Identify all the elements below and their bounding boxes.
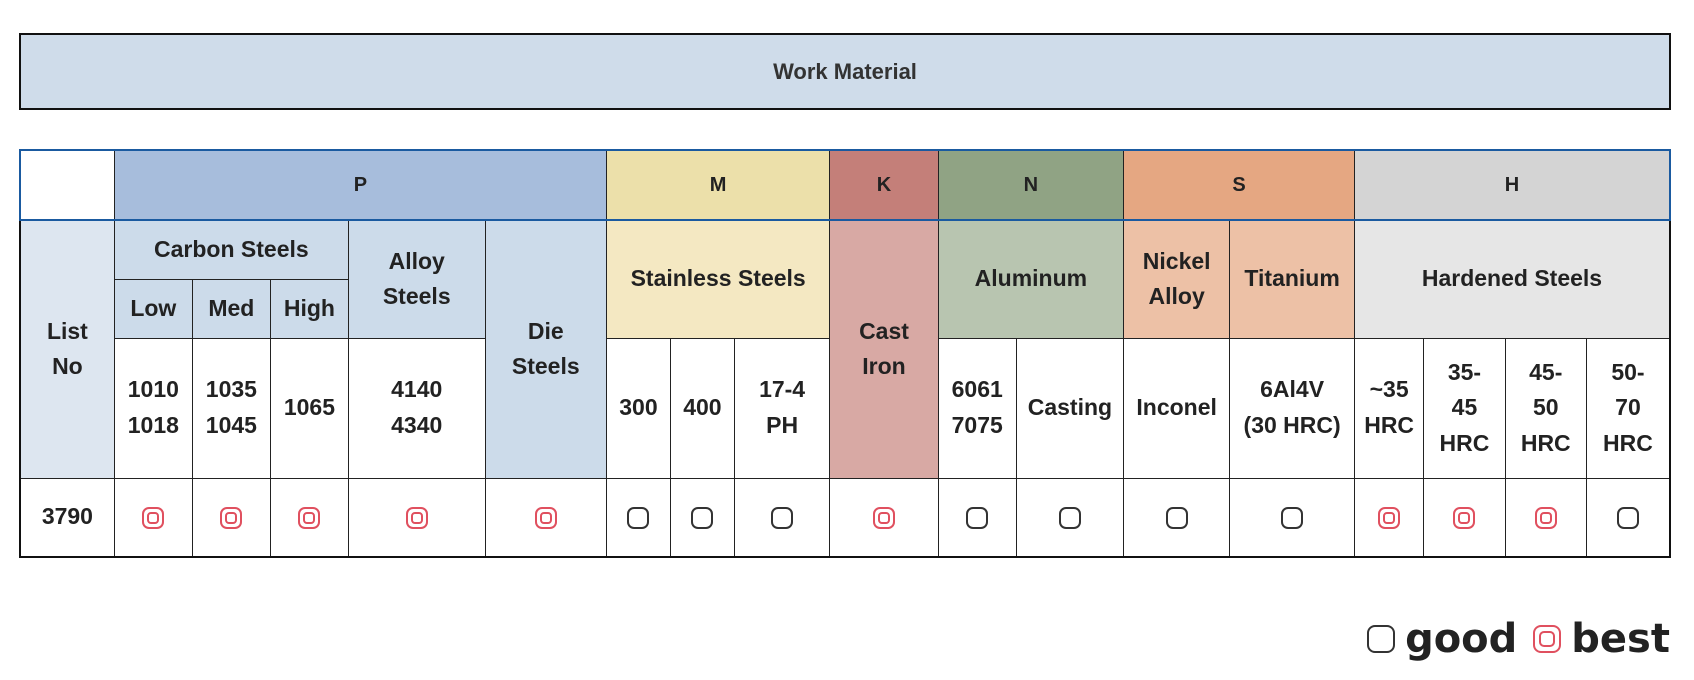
iso-group-p: P xyxy=(113,149,607,221)
legend-good-label: good xyxy=(1405,616,1518,662)
list-no-header: List No xyxy=(18,219,115,479)
grade-inconel: Inconel xyxy=(1123,337,1231,479)
med-header: Med xyxy=(191,278,271,339)
grade-ss400: 400 xyxy=(669,337,735,479)
die-steels-header: Die Steels xyxy=(484,219,607,479)
iso-group-n: N xyxy=(937,149,1125,221)
low-header: Low xyxy=(113,278,193,339)
good-rating-icon xyxy=(1165,507,1188,530)
stainless-steels-header: Stainless Steels xyxy=(605,219,831,339)
grade-titanium: 6Al4V (30 HRC) xyxy=(1229,337,1355,479)
grade-aluminum: 6061 7075 xyxy=(937,337,1017,479)
aluminum-header: Aluminum xyxy=(937,219,1125,339)
best-rating-icon xyxy=(1533,625,1562,653)
good-rating-icon xyxy=(1281,507,1304,530)
grade-h3545: 35- 45 HRC xyxy=(1423,337,1506,479)
work-material-title: Work Material xyxy=(19,33,1671,110)
table-row: 3790 xyxy=(18,477,1671,558)
best-rating-icon xyxy=(405,507,428,530)
grade-low: 1010 1018 xyxy=(113,337,193,479)
titanium-header: Titanium xyxy=(1229,219,1355,339)
good-rating-icon xyxy=(1616,507,1639,530)
iso-group-k: K xyxy=(829,149,939,221)
hardened-steels-header: Hardened Steels xyxy=(1353,219,1671,339)
iso-group-h: H xyxy=(1353,149,1671,221)
best-rating-icon xyxy=(1378,507,1401,530)
corner-cell xyxy=(18,149,115,221)
alloy-steels-header: Alloy Steels xyxy=(347,219,486,339)
good-rating-icon xyxy=(691,507,714,530)
good-rating-icon xyxy=(966,507,989,530)
nickel-alloy-header: Nickel Alloy xyxy=(1123,219,1231,339)
grade-ss300: 300 xyxy=(605,337,671,479)
good-rating-icon xyxy=(1058,507,1081,530)
best-rating-icon xyxy=(1453,507,1476,530)
good-rating-icon xyxy=(627,507,650,530)
grade-med: 1035 1045 xyxy=(191,337,271,479)
grade-h5070: 50- 70 HRC xyxy=(1585,337,1671,479)
grade-casting: Casting xyxy=(1015,337,1125,479)
list-no-value: 3790 xyxy=(18,477,115,558)
good-rating-icon xyxy=(1367,625,1396,653)
high-header: High xyxy=(269,278,349,339)
best-rating-icon xyxy=(1534,507,1557,530)
best-rating-icon xyxy=(298,507,321,530)
best-rating-icon xyxy=(534,507,557,530)
legend: good best xyxy=(1367,614,1670,664)
material-table: P M K N S H List No Carbon Steels Alloy … xyxy=(18,149,1671,558)
grade-h35: ~35 HRC xyxy=(1353,337,1425,479)
iso-group-s: S xyxy=(1123,149,1355,221)
grade-h4550: 45- 50 HRC xyxy=(1504,337,1587,479)
grade-high: 1065 xyxy=(269,337,349,479)
best-rating-icon xyxy=(220,507,243,530)
best-rating-icon xyxy=(872,507,895,530)
legend-best-label: best xyxy=(1571,616,1670,662)
cast-iron-header: Cast Iron xyxy=(829,219,939,479)
good-rating-icon xyxy=(771,507,794,530)
grade-alloy: 4140 4340 xyxy=(347,337,486,479)
grade-ss174: 17-4 PH xyxy=(733,337,831,479)
carbon-steels-header: Carbon Steels xyxy=(113,219,349,280)
iso-group-m: M xyxy=(605,149,831,221)
best-rating-icon xyxy=(142,507,165,530)
